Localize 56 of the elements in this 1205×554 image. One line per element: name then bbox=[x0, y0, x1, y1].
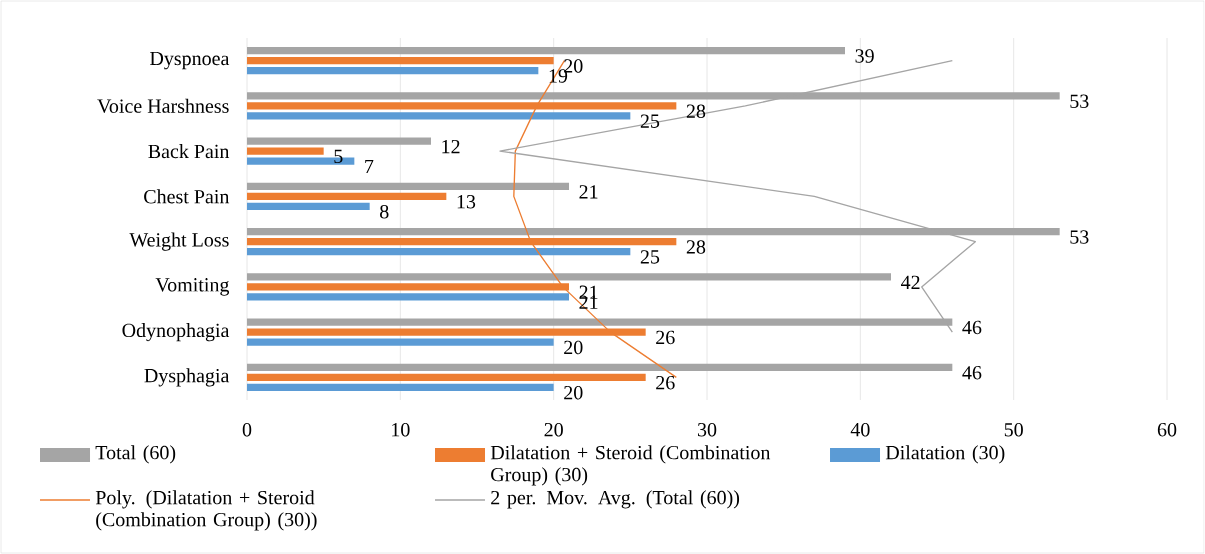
x-tick-label: 50 bbox=[1004, 422, 1023, 437]
data-label: 26 bbox=[656, 376, 675, 390]
x-tick-label: 10 bbox=[392, 422, 410, 437]
bar bbox=[247, 112, 631, 120]
y-tick-label: Weight Loss bbox=[129, 232, 229, 251]
legend-label: 2 per. Mov. Avg. (Total (60)) bbox=[491, 490, 740, 509]
bar bbox=[247, 383, 554, 391]
bar bbox=[247, 182, 570, 191]
data-label: 26 bbox=[656, 330, 675, 345]
data-label: 46 bbox=[962, 366, 982, 380]
data-label: 46 bbox=[962, 320, 982, 335]
x-tick-label: 0 bbox=[242, 422, 252, 437]
data-label: 20 bbox=[564, 340, 583, 355]
data-label: 53 bbox=[1070, 94, 1089, 108]
bar bbox=[247, 202, 370, 210]
data-label: 12 bbox=[442, 139, 460, 154]
data-label: 7 bbox=[365, 159, 374, 173]
bar bbox=[247, 247, 631, 256]
legend-label: Total (60) bbox=[95, 445, 176, 464]
bar bbox=[247, 273, 892, 281]
x-tick-label: 30 bbox=[697, 422, 717, 437]
data-label: 21 bbox=[579, 185, 598, 199]
data-label: 53 bbox=[1070, 230, 1089, 244]
y-tick-label: Dyspnoea bbox=[150, 51, 230, 70]
y-tick-label: Chest Pain bbox=[144, 189, 230, 204]
bar bbox=[247, 57, 554, 65]
bar bbox=[247, 66, 539, 75]
legend-label: Dilatation + Steroid (Combination Group) (30) bbox=[490, 445, 771, 486]
bar bbox=[247, 338, 554, 346]
x-tick-label: 20 bbox=[544, 422, 563, 437]
legend-label: Dilatation (30) bbox=[885, 445, 1005, 464]
x-tick-label: 60 bbox=[1157, 422, 1177, 437]
data-label: 5 bbox=[334, 149, 343, 164]
bar bbox=[247, 373, 646, 381]
y-tick-label: Odynophagia bbox=[122, 323, 230, 342]
y-tick-label: Voice Harshness bbox=[97, 98, 229, 113]
x-tick-label: 40 bbox=[850, 422, 870, 437]
data-label: 28 bbox=[686, 104, 706, 118]
y-tick-label: Back Pain bbox=[148, 144, 230, 159]
data-label: 20 bbox=[564, 385, 583, 400]
bar bbox=[247, 47, 846, 55]
data-label: 42 bbox=[901, 275, 920, 289]
bar bbox=[247, 192, 447, 201]
data-label: 28 bbox=[686, 240, 706, 254]
bar bbox=[247, 147, 324, 155]
data-label: 25 bbox=[640, 114, 660, 128]
data-label: 25 bbox=[640, 250, 660, 264]
data-label: 13 bbox=[457, 195, 476, 209]
y-tick-label: Dysphagia bbox=[144, 368, 230, 387]
data-label: 8 bbox=[380, 204, 389, 219]
legend-label: Poly. (Dilatation + Steroid (Combination Group) (30)) bbox=[95, 490, 317, 531]
y-tick-label: Vomiting bbox=[155, 278, 230, 296]
bar bbox=[247, 137, 431, 145]
bar bbox=[247, 293, 570, 301]
data-label: 39 bbox=[855, 49, 874, 63]
bar bbox=[247, 363, 953, 372]
